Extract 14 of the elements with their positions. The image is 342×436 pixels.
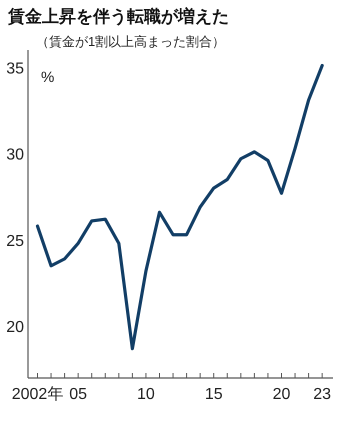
chart-subtitle: （賃金が1割以上高まった割合） <box>36 34 226 49</box>
y-tick-label: 20 <box>6 319 24 336</box>
y-axis-title: % <box>41 69 54 86</box>
x-tick-label: 20 <box>272 386 290 403</box>
chart-title: 賃金上昇を伴う転職が増えた <box>7 6 229 26</box>
line-series <box>36 64 324 350</box>
y-tick-label: 30 <box>6 146 24 164</box>
x-tick-label: 10 <box>137 386 155 403</box>
x-tick-label: 15 <box>204 386 223 403</box>
x-tick-label: 23 <box>313 386 332 403</box>
y-tick-label: 35 <box>6 60 24 78</box>
x-tick-label: 05 <box>69 386 88 403</box>
y-tick-label: 25 <box>6 232 24 250</box>
x-tick-label: 2002年 <box>12 386 64 403</box>
